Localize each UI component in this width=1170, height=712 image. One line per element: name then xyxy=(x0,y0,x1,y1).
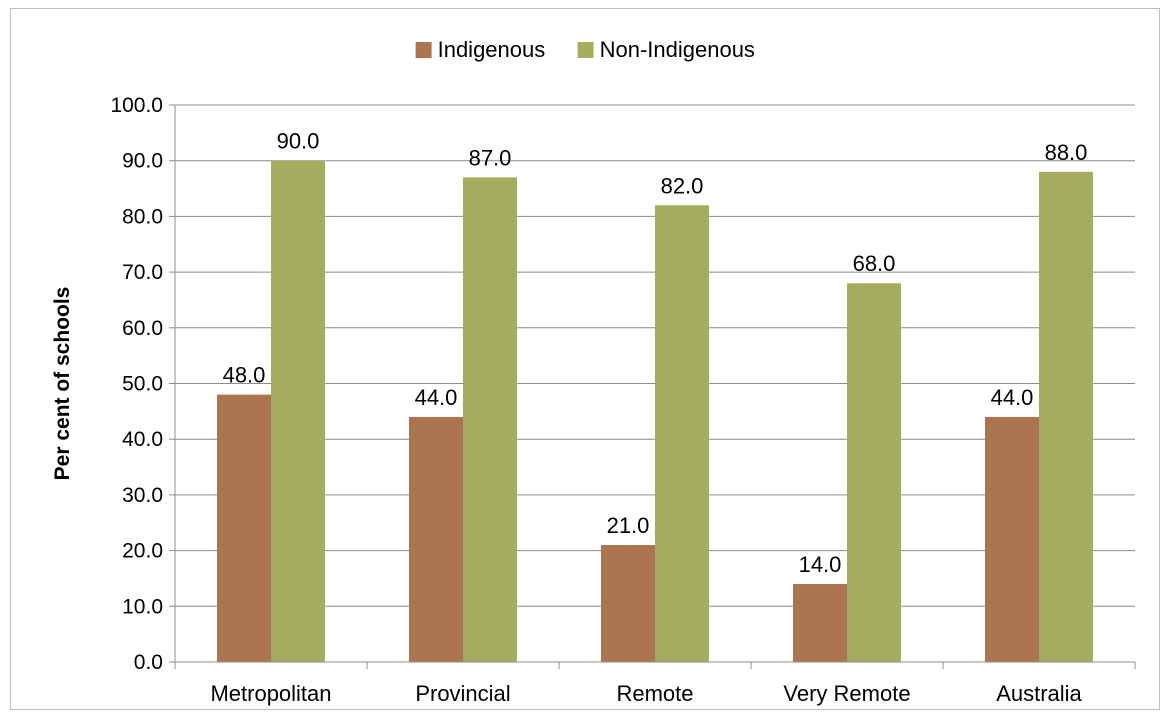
y-tick-label: 50.0 xyxy=(122,373,163,396)
legend-label: Indigenous xyxy=(438,37,546,62)
bar-indigenous xyxy=(601,545,655,662)
bar-indigenous xyxy=(793,584,847,662)
data-label: 44.0 xyxy=(415,385,458,410)
y-tick-label: 0.0 xyxy=(134,651,163,674)
bar-non-indigenous xyxy=(1039,171,1093,662)
x-category-label: Remote xyxy=(616,681,693,706)
bar-non-indigenous xyxy=(655,205,709,662)
bar-indigenous xyxy=(409,416,463,662)
x-category-label: Provincial xyxy=(415,681,510,706)
x-category-label: Metropolitan xyxy=(210,681,331,706)
x-category-label: Very Remote xyxy=(783,681,910,706)
y-tick-label: 100.0 xyxy=(110,94,163,117)
data-label: 14.0 xyxy=(799,552,842,577)
bar-non-indigenous xyxy=(271,160,325,662)
x-category-label: Australia xyxy=(996,681,1082,706)
y-tick-label: 10.0 xyxy=(122,595,163,618)
data-label: 48.0 xyxy=(223,363,266,388)
legend-swatch-non-indigenous xyxy=(577,42,594,58)
legend-label: Non-Indigenous xyxy=(600,37,755,62)
bar-non-indigenous xyxy=(847,283,901,662)
data-label: 68.0 xyxy=(853,251,896,276)
data-label: 21.0 xyxy=(607,513,650,538)
bars: 48.0 90.0 44.0 87.0 21.0 82.0 14.0 68.0 44.0 88.0 xyxy=(217,129,1093,662)
legend: Indigenous Non-Indigenous xyxy=(415,37,755,62)
y-tick-label: 80.0 xyxy=(122,205,163,228)
y-tick-label: 90.0 xyxy=(122,150,163,173)
y-axis-title: Per cent of schools xyxy=(51,287,74,481)
y-tick-label: 40.0 xyxy=(122,428,163,451)
axes: 0.0 10.0 20.0 30.0 40.0 50.0 60.0 70.0 80.0 90.0 1… xyxy=(110,94,1136,706)
legend-swatch-indigenous xyxy=(415,42,432,58)
y-tick-label: 70.0 xyxy=(122,261,163,284)
bar-non-indigenous xyxy=(463,177,517,662)
bar-indigenous xyxy=(217,394,271,662)
chart-frame: Indigenous Non-Indigenous Per cent of sch… xyxy=(10,8,1160,710)
y-tick-label: 20.0 xyxy=(122,540,163,563)
data-label: 87.0 xyxy=(469,145,512,170)
y-tick-label: 30.0 xyxy=(122,484,163,507)
bar-chart: Indigenous Non-Indigenous Per cent of sch… xyxy=(51,37,1136,706)
y-tick-label: 60.0 xyxy=(122,317,163,340)
data-label: 44.0 xyxy=(991,385,1034,410)
bar-indigenous xyxy=(985,416,1039,662)
data-label: 90.0 xyxy=(277,129,320,154)
data-label: 88.0 xyxy=(1045,140,1088,165)
data-label: 82.0 xyxy=(661,173,704,198)
